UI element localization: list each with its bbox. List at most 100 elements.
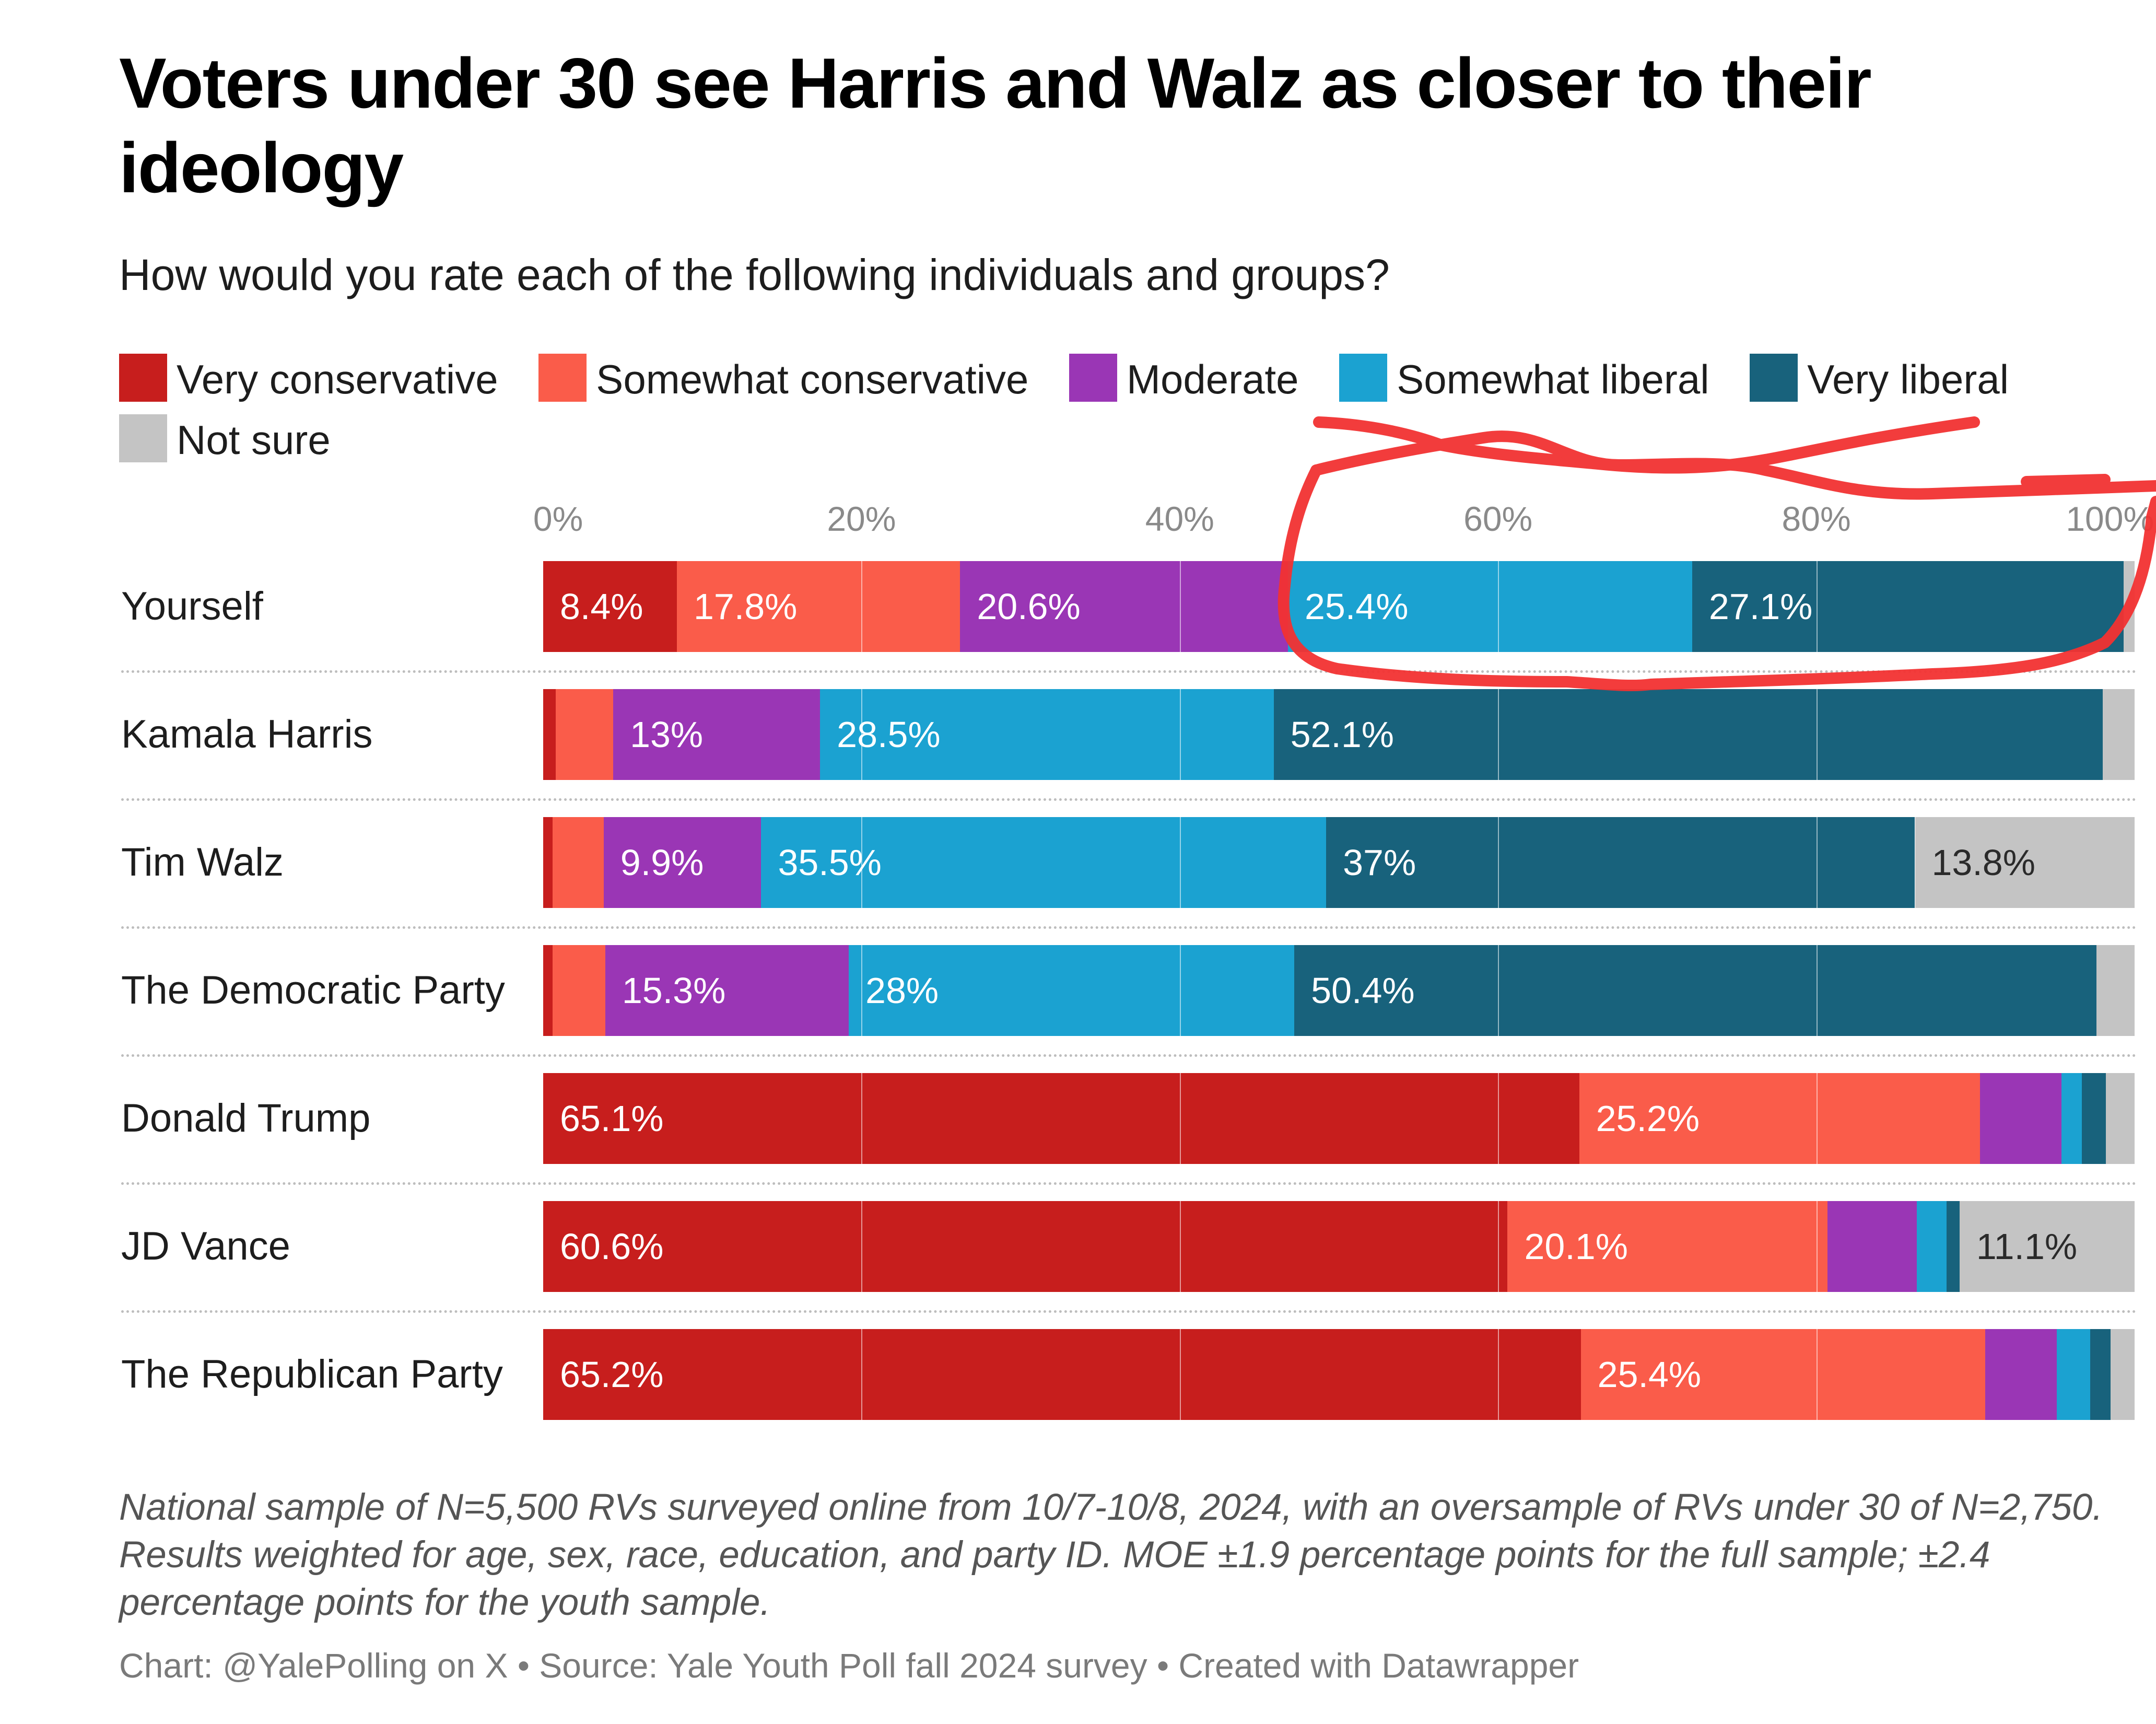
- data-label: 25.4%: [1304, 586, 1409, 627]
- bar-segment: 25.2%: [1579, 1073, 1981, 1164]
- bar-segment: 28.5%: [820, 689, 1274, 780]
- bar-segment: 25.4%: [1580, 1329, 1985, 1420]
- gridline: [1816, 689, 1818, 780]
- bar-segment: 37%: [1326, 817, 1915, 908]
- category-label: JD Vance: [121, 1224, 290, 1268]
- gridline: [1179, 561, 1181, 652]
- gridline: [1498, 1073, 1499, 1164]
- data-label: 17.8%: [693, 586, 798, 627]
- bar-segment: 35.5%: [761, 817, 1327, 908]
- stacked-bar: 13% 28.5% 52.1%: [543, 689, 2135, 780]
- bar-segment: [553, 945, 605, 1036]
- legend-label: Somewhat liberal: [1397, 356, 1709, 402]
- legend-item-vc: Very conservative: [119, 349, 498, 410]
- chart-subtitle: How would you rate each of the following…: [119, 250, 1390, 299]
- legend-item-sl: Somewhat liberal: [1339, 349, 1709, 410]
- legend-label: Moderate: [1127, 356, 1299, 402]
- data-label: 13.8%: [1931, 842, 2035, 883]
- legend-swatch-sc: [538, 354, 587, 402]
- bar-segment: 15.3%: [605, 945, 849, 1036]
- data-label: 50.4%: [1311, 970, 1415, 1011]
- data-label: 20.1%: [1524, 1226, 1628, 1267]
- footnote: National sample of N=5,500 RVs surveyed …: [119, 1487, 2103, 1623]
- legend-label: Not sure: [177, 417, 331, 463]
- row-separator: [121, 1182, 2137, 1185]
- gridline: [1179, 817, 1181, 908]
- gridline: [861, 1073, 863, 1164]
- bar-segment: 65.2%: [543, 1329, 1581, 1420]
- row-separator: [121, 670, 2137, 673]
- gridline: [1816, 561, 1818, 652]
- gridline: [861, 689, 863, 780]
- stacked-bar: 65.2% 25.4%: [543, 1329, 2135, 1420]
- category-label: The Democratic Party: [121, 968, 505, 1012]
- gridline: [1816, 1073, 1818, 1164]
- stacked-bar: 15.3% 28% 50.4%: [543, 945, 2135, 1036]
- gridline: [1498, 1329, 1499, 1420]
- data-label: 25.4%: [1597, 1354, 1702, 1395]
- data-label: 60.6%: [560, 1226, 664, 1267]
- gridline: [1179, 945, 1181, 1036]
- bar-segment: 13.8%: [1915, 817, 2135, 908]
- data-label: 65.1%: [560, 1098, 664, 1139]
- legend-label: Very liberal: [1807, 356, 2009, 402]
- bar-segment: [543, 689, 556, 780]
- gridline: [1179, 1073, 1181, 1164]
- bar-segment: [2096, 945, 2135, 1036]
- category-label: Yourself: [121, 584, 263, 628]
- data-label: 13%: [630, 714, 704, 755]
- row-separator: [121, 926, 2137, 929]
- gridline: [861, 817, 863, 908]
- data-label: 28%: [865, 970, 939, 1011]
- bar-segment: [2106, 1073, 2135, 1164]
- legend-swatch-ns: [119, 414, 167, 462]
- gridline: [1816, 1201, 1818, 1292]
- bar-segment: [1947, 1201, 1960, 1292]
- legend-swatch-mod: [1069, 354, 1118, 402]
- data-label: 20.6%: [977, 586, 1081, 627]
- gridline: [1498, 817, 1499, 908]
- gridline: [861, 561, 863, 652]
- legend-swatch-sl: [1339, 354, 1388, 402]
- bar-segment: [2111, 1329, 2135, 1420]
- legend-label: Very conservative: [177, 356, 498, 402]
- credit-line: Chart: @YalePolling on X • Source: Yale …: [119, 1646, 1579, 1685]
- gridline: [1179, 1201, 1181, 1292]
- stacked-bar: 60.6% 20.1% 11.1%: [543, 1201, 2135, 1292]
- legend-swatch-vc: [119, 354, 167, 402]
- bar-segment: 27.1%: [1692, 561, 2124, 652]
- category-label: The Republican Party: [121, 1352, 503, 1396]
- gridline: [1498, 1201, 1499, 1292]
- gridline: [1816, 1329, 1818, 1420]
- category-label: Tim Walz: [121, 840, 284, 884]
- data-label: 27.1%: [1708, 586, 1813, 627]
- data-label: 9.9%: [620, 842, 704, 883]
- bar-segment: [2090, 1329, 2111, 1420]
- gridline: [861, 945, 863, 1036]
- row-separator: [121, 1310, 2137, 1313]
- bar-segment: [1985, 1329, 2057, 1420]
- plot-area: Yourself 8.4% 17.8% 20.6% 25.4% 27.1% Kamala H…: [121, 561, 2137, 1420]
- bar-segment: 8.4%: [543, 561, 677, 652]
- data-label: 35.5%: [778, 842, 882, 883]
- gridline: [1816, 817, 1818, 908]
- bar-segment: 11.1%: [1959, 1201, 2135, 1292]
- bar-segment: 17.8%: [676, 561, 960, 652]
- bar-segment: 50.4%: [1294, 945, 2096, 1036]
- bar-segment: 20.6%: [960, 561, 1288, 652]
- gridline: [1498, 561, 1499, 652]
- data-label: 15.3%: [622, 970, 726, 1011]
- legend-item-sc: Somewhat conservative: [538, 349, 1028, 410]
- bar-segment: 28%: [849, 945, 1295, 1036]
- category-label: Donald Trump: [121, 1096, 371, 1140]
- chart-title: Voters under 30 see Harris and Walz as c…: [119, 43, 1872, 207]
- bar-segment: [2123, 561, 2135, 652]
- gridline: [1179, 689, 1181, 780]
- bar-segment: [1980, 1073, 2061, 1164]
- data-label: 28.5%: [837, 714, 941, 755]
- category-label: Kamala Harris: [121, 712, 373, 756]
- gridline: [861, 1329, 863, 1420]
- data-label: 52.1%: [1290, 714, 1395, 755]
- data-label: 25.2%: [1596, 1098, 1700, 1139]
- bar-segment: [2082, 1073, 2106, 1164]
